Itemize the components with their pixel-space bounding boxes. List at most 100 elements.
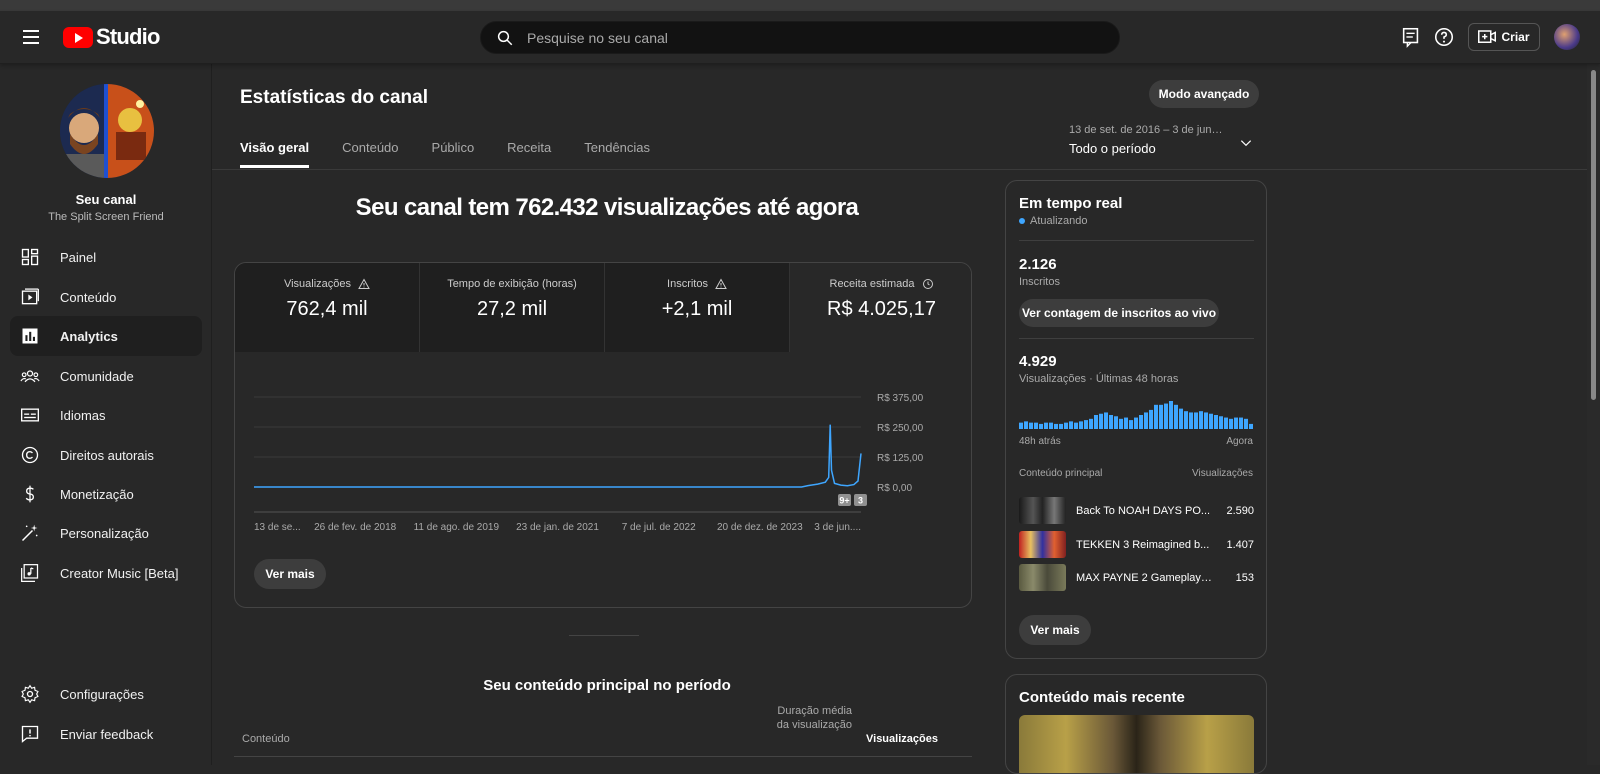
sidebar-item-label: Idiomas xyxy=(60,407,106,423)
advanced-mode-button[interactable]: Modo avançado xyxy=(1149,80,1259,108)
sidebar-item-enviar-feedback[interactable]: Enviar feedback xyxy=(10,714,202,754)
sidebar-item-monetizacao[interactable]: Monetização xyxy=(10,474,202,514)
realtime-bar xyxy=(1114,416,1118,429)
overview-card: Visualizações 762,4 mil Tempo de exibiçã… xyxy=(234,262,972,608)
sidebar-item-label: Personalização xyxy=(60,525,149,541)
divider xyxy=(1019,338,1254,339)
realtime-bar xyxy=(1124,417,1128,429)
help-icon[interactable] xyxy=(1433,26,1455,48)
period-selector[interactable]: 13 de set. de 2016 – 3 de jun. de 2024 T… xyxy=(1069,124,1259,156)
notes-icon[interactable] xyxy=(1400,26,1422,48)
clock-icon xyxy=(922,279,933,289)
live-subscribers-button[interactable]: Ver contagem de inscritos ao vivo xyxy=(1019,299,1219,327)
sidebar-item-comunidade[interactable]: Comunidade xyxy=(10,356,202,396)
sidebar: Seu canal The Split Screen Friend Painel… xyxy=(0,64,212,765)
tab-conteudo[interactable]: Conteúdo xyxy=(342,140,399,155)
realtime-bar xyxy=(1129,420,1133,429)
x-tick-label: 11 de ago. de 2019 xyxy=(414,522,500,533)
y-tick-label: R$ 250,00 xyxy=(877,423,924,434)
tab-publico[interactable]: Público xyxy=(431,140,475,155)
realtime-bar xyxy=(1204,412,1208,429)
realtime-bar xyxy=(1159,404,1163,429)
period-range: 13 de set. de 2016 – 3 de jun. de 2024 xyxy=(1069,124,1224,136)
realtime-see-more-button[interactable]: Ver mais xyxy=(1019,615,1091,645)
sidebar-item-personalizacao[interactable]: Personalização xyxy=(10,513,202,553)
sidebar-item-analytics[interactable]: Analytics xyxy=(10,316,202,356)
realtime-bar xyxy=(1119,418,1123,429)
sidebar-item-painel[interactable]: Painel xyxy=(10,237,202,277)
analytics-tabs: Visão geral Conteúdo Público Receita Ten… xyxy=(240,140,683,168)
views-headline: Seu canal tem 762.432 visualizações até … xyxy=(355,194,859,221)
realtime-row[interactable]: Back To NOAH DAYS PO... 2.590 xyxy=(1019,497,1254,524)
realtime-views-chart[interactable] xyxy=(1019,399,1254,429)
realtime-col-content: Conteúdo principal xyxy=(1019,468,1103,479)
metric-title: Visualizações xyxy=(283,278,352,290)
realtime-row[interactable]: MAX PAYNE 2 Gameplay R... 153 xyxy=(1019,564,1254,591)
sidebar-item-conteudo[interactable]: Conteúdo xyxy=(10,277,202,317)
realtime-views-label: Visualizações · Últimas 48 horas xyxy=(1019,373,1179,385)
recent-content-card: Conteúdo mais recente xyxy=(1005,674,1267,774)
tab-receita[interactable]: Receita xyxy=(507,140,552,155)
sidebar-item-direitos-autorais[interactable]: Direitos autorais xyxy=(10,435,202,475)
tab-tendencias[interactable]: Tendências xyxy=(584,140,651,155)
realtime-bar xyxy=(1064,422,1068,429)
sidebar-item-label: Analytics xyxy=(60,328,118,344)
metric-title: Receita estimada xyxy=(829,278,915,290)
search-icon xyxy=(497,30,513,46)
search-bar[interactable] xyxy=(480,21,1120,54)
sidebar-item-creator-music[interactable]: Creator Music [Beta] xyxy=(10,553,202,593)
video-views: 1.407 xyxy=(1226,538,1254,551)
sidebar-item-configuracoes[interactable]: Configurações xyxy=(10,674,202,714)
y-tick-label: R$ 125,00 xyxy=(877,453,924,464)
table-header-avg-duration[interactable]: Duração média da visualização xyxy=(776,705,852,731)
realtime-row[interactable]: TEKKEN 3 Reimagined b... 1.407 xyxy=(1019,531,1254,558)
search-input[interactable] xyxy=(527,22,1087,53)
dashboard-icon xyxy=(21,248,39,266)
realtime-bar xyxy=(1184,411,1188,429)
realtime-status: Atualizando xyxy=(1019,215,1088,227)
channel-avatar[interactable] xyxy=(60,84,154,178)
realtime-bar xyxy=(1199,411,1203,429)
sidebar-item-label: Painel xyxy=(60,249,97,265)
subtitles-icon xyxy=(21,408,39,422)
realtime-col-views: Visualizações xyxy=(1192,468,1253,479)
live-dot-icon xyxy=(1019,218,1025,224)
see-more-button[interactable]: Ver mais xyxy=(254,559,326,589)
channel-handle: The Split Screen Friend xyxy=(48,211,164,223)
realtime-bar xyxy=(1219,416,1223,429)
table-header-views[interactable]: Visualizações xyxy=(866,733,938,745)
realtime-status-text: Atualizando xyxy=(1030,215,1088,227)
realtime-bar xyxy=(1224,417,1228,429)
youtube-studio-logo[interactable]: Studio xyxy=(63,24,160,50)
create-button[interactable]: Criar xyxy=(1468,23,1540,51)
video-thumbnail xyxy=(1019,564,1066,591)
metric-revenue[interactable]: Receita estimada R$ 4.025,17 xyxy=(790,263,971,352)
account-avatar[interactable] xyxy=(1554,24,1580,50)
metric-subscribers[interactable]: Inscritos +2,1 mil xyxy=(605,263,790,352)
community-icon xyxy=(20,370,40,383)
menu-icon[interactable] xyxy=(20,25,44,49)
video-thumbnail xyxy=(1019,497,1066,524)
annotation-marker-label: 9+ xyxy=(839,496,849,506)
metric-value: R$ 4.025,17 xyxy=(827,298,936,320)
realtime-card: Em tempo real Atualizando 2.126 Inscrito… xyxy=(1005,180,1267,659)
realtime-bar xyxy=(1169,401,1173,429)
warning-icon xyxy=(358,278,370,289)
metric-title: Inscritos xyxy=(667,278,708,290)
metrics-row: Visualizações 762,4 mil Tempo de exibiçã… xyxy=(235,263,971,352)
metric-views[interactable]: Visualizações 762,4 mil xyxy=(235,263,420,352)
scrollbar-thumb[interactable] xyxy=(1591,70,1596,400)
tab-visao-geral[interactable]: Visão geral xyxy=(240,140,310,168)
table-header-content[interactable]: Conteúdo xyxy=(242,733,290,745)
video-thumbnail xyxy=(1019,531,1066,558)
metric-watch-time[interactable]: Tempo de exibição (horas) 27,2 mil xyxy=(420,263,605,352)
main-content: Estatísticas do canal Modo avançado 13 d… xyxy=(212,64,1587,774)
realtime-bar xyxy=(1089,418,1093,429)
revenue-chart[interactable]: R$ 0,00 R$ 125,00 R$ 250,00 R$ 375,00 13 de … xyxy=(235,352,972,542)
sidebar-item-idiomas[interactable]: Idiomas xyxy=(10,395,202,435)
sidebar-item-label: Enviar feedback xyxy=(60,726,154,742)
annotation-marker xyxy=(854,494,867,506)
video-title: MAX PAYNE 2 Gameplay R... xyxy=(1076,571,1213,584)
page-scrollbar[interactable] xyxy=(1587,64,1600,765)
recent-video-thumbnail[interactable] xyxy=(1019,715,1254,773)
